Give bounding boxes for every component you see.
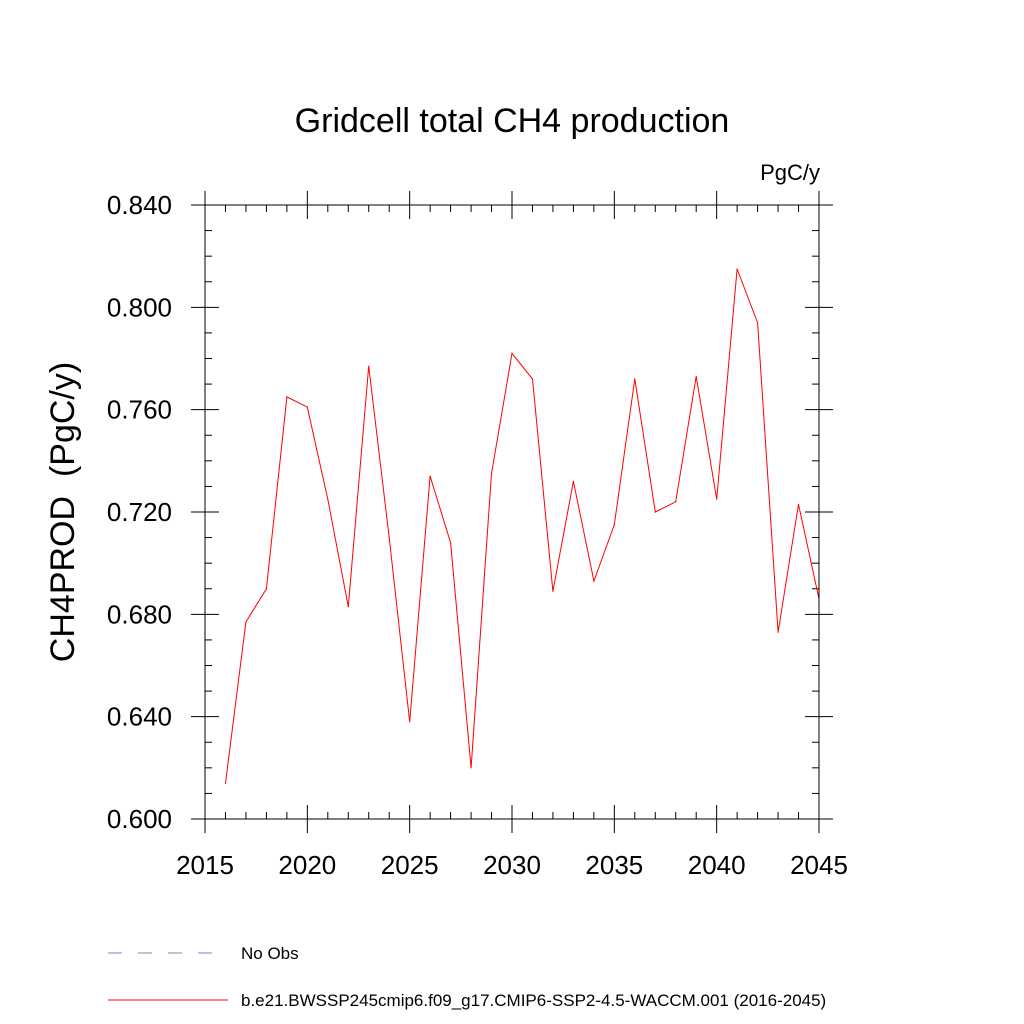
data-point	[797, 503, 800, 505]
data-point	[490, 473, 493, 475]
legend: No Obs b.e21.BWSSP245cmip6.f09_g17.CMIP6…	[108, 944, 826, 1010]
axis-ticks	[191, 191, 833, 833]
data-point	[552, 590, 554, 592]
data-point	[409, 721, 411, 723]
data-point	[286, 396, 288, 398]
data-point	[306, 406, 308, 408]
legend-label-no-obs: No Obs	[241, 944, 299, 963]
data-point	[511, 352, 513, 354]
units-label: PgC/y	[760, 160, 820, 185]
x-tick-label: 2035	[585, 850, 643, 880]
series-line	[225, 268, 820, 784]
x-tick-label: 2025	[381, 850, 439, 880]
data-point	[593, 580, 595, 582]
chart-title: Gridcell total CH4 production	[295, 102, 730, 140]
data-point	[716, 498, 718, 500]
data-point	[613, 524, 615, 526]
data-point	[654, 511, 656, 513]
data-point	[695, 375, 697, 378]
data-point	[634, 378, 636, 380]
x-tick-label: 2015	[176, 850, 234, 880]
y-tick-label: 0.760	[107, 395, 172, 425]
data-point	[245, 621, 247, 623]
data-point	[470, 767, 472, 769]
data-point	[450, 542, 452, 544]
y-tick-label: 0.600	[107, 804, 172, 834]
x-tick-label: 2020	[278, 850, 336, 880]
data-point	[777, 631, 779, 633]
data-point	[757, 322, 759, 324]
x-tick-labels: 2015 2020 2025 2030 2035 2040 2045	[176, 850, 848, 880]
y-tick-label: 0.640	[107, 702, 172, 732]
data-point	[368, 365, 370, 367]
y-tick-labels: 0.600 0.640 0.680 0.720 0.760 0.800 0.840	[107, 190, 172, 834]
data-point	[224, 782, 227, 784]
data-point	[388, 536, 390, 539]
y-axis-label: CH4PROD (PgC/y)	[44, 362, 82, 662]
data-point	[675, 501, 677, 503]
data-point	[429, 475, 431, 477]
data-point	[736, 268, 738, 270]
legend-label-model: b.e21.BWSSP245cmip6.f09_g17.CMIP6-SSP2-4…	[241, 991, 826, 1010]
y-tick-label: 0.720	[107, 497, 172, 527]
x-tick-label: 2040	[688, 850, 746, 880]
series-group	[224, 268, 820, 784]
data-point	[572, 480, 575, 482]
x-tick-label: 2045	[790, 850, 848, 880]
plot-frame	[204, 204, 820, 820]
data-point	[347, 606, 349, 608]
x-tick-label: 2030	[483, 850, 541, 880]
data-point	[327, 498, 329, 500]
y-tick-label: 0.800	[107, 292, 172, 322]
y-tick-label: 0.680	[107, 599, 172, 629]
data-point	[265, 588, 267, 590]
data-point	[531, 378, 534, 380]
y-tick-label: 0.840	[107, 190, 172, 220]
